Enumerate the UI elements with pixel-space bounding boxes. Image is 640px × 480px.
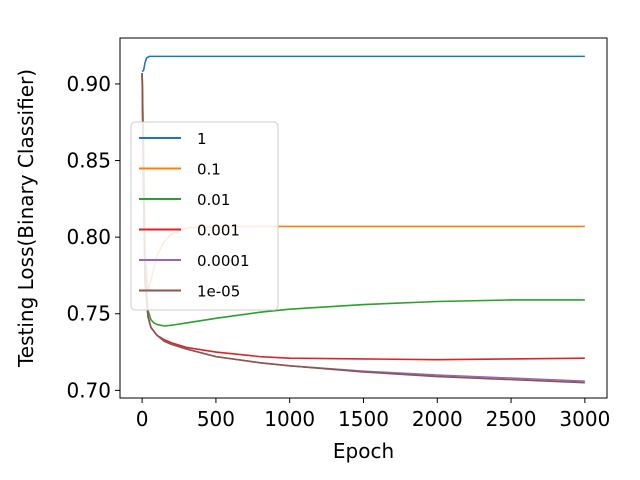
- legend: 1 0.1 0.01 0.001 0.0001 1e-05: [130, 121, 279, 311]
- legend-label: 0.001: [197, 222, 240, 240]
- x-axis-label: Epoch: [333, 439, 394, 463]
- y-tick-label: 0.90: [66, 72, 111, 96]
- x-tick-label: 2000: [412, 407, 463, 431]
- y-axis: 0.70 0.75 0.80 0.85 0.90: [66, 72, 120, 402]
- y-tick-label: 0.70: [66, 378, 111, 402]
- x-tick-label: 1500: [338, 407, 389, 431]
- x-tick-label: 1000: [264, 407, 315, 431]
- legend-label: 0.01: [197, 191, 230, 209]
- x-tick-label: 3000: [559, 407, 610, 431]
- x-tick-label: 500: [197, 407, 235, 431]
- x-tick-label: 0: [136, 407, 149, 431]
- y-tick-label: 0.85: [66, 149, 111, 173]
- legend-label: 1e-05: [197, 283, 240, 301]
- y-axis-label: Testing Loss(Binary Classifier): [14, 69, 38, 368]
- y-tick-label: 0.75: [66, 302, 111, 326]
- x-axis: 0 500 1000 1500 2000 2500 3000: [136, 398, 610, 431]
- legend-label: 0.1: [197, 161, 221, 179]
- legend-label: 1: [197, 130, 207, 148]
- series-line-0: [141, 55, 585, 73]
- x-tick-label: 2500: [486, 407, 537, 431]
- legend-label: 0.0001: [197, 252, 250, 270]
- y-tick-label: 0.80: [66, 225, 111, 249]
